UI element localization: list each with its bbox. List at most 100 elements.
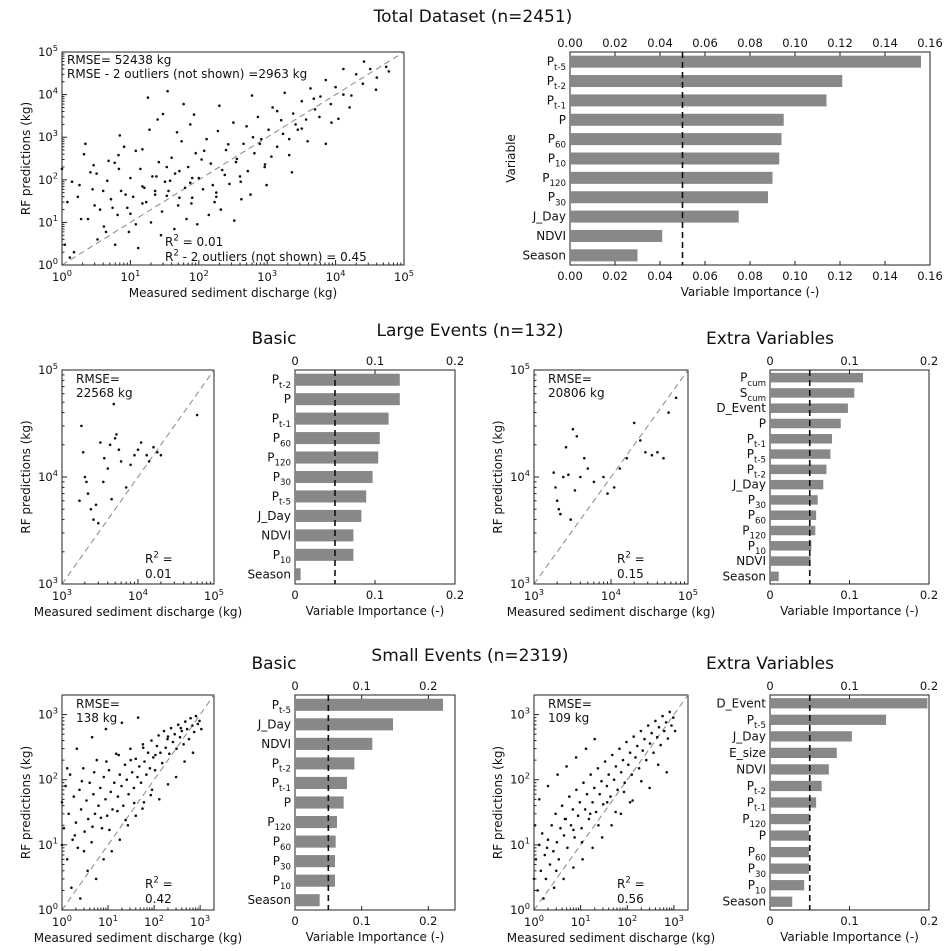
data-point [145, 453, 148, 457]
data-point [88, 781, 91, 784]
data-point [189, 716, 192, 720]
bar-category-label: P [559, 113, 566, 127]
data-point [79, 808, 83, 811]
data-point [625, 740, 628, 744]
y-axis-label: RF predictions (kg) [19, 420, 33, 533]
data-point [91, 188, 94, 191]
data-point [588, 812, 592, 816]
data-point [224, 148, 228, 152]
data-point [180, 140, 183, 143]
data-point [183, 186, 187, 190]
importance-bar [295, 698, 443, 711]
data-point [554, 486, 557, 489]
data-point [122, 804, 125, 807]
bar-category-label: Pt-2 [747, 462, 766, 480]
data-point [116, 795, 120, 798]
data-point [207, 213, 211, 217]
data-point [234, 160, 238, 164]
data-point [220, 168, 224, 172]
data-point [93, 812, 97, 816]
x-tick-label: 0.1 [840, 914, 858, 928]
data-point [115, 433, 118, 436]
data-point [71, 838, 74, 841]
data-point [232, 121, 235, 124]
rmse-annotation: RMSE= [76, 697, 120, 711]
data-point [82, 849, 86, 853]
data-point [600, 779, 603, 783]
bar-category-label: Season [522, 248, 566, 262]
r2-annotation: 0.15 [617, 567, 644, 581]
bar-category-label: P120 [267, 451, 291, 469]
importance-bar [295, 509, 362, 522]
importance-bar [770, 714, 887, 725]
data-point [113, 781, 116, 784]
data-point [184, 720, 187, 723]
x-tick-label: 101 [571, 913, 591, 929]
data-point [662, 456, 665, 460]
data-point [166, 783, 170, 786]
data-point [129, 176, 132, 180]
data-point [136, 246, 140, 250]
r2-annotation: R2 = 0.01 [165, 234, 223, 249]
data-point [110, 849, 113, 853]
bar-category-label: Season [247, 893, 291, 907]
data-point [639, 439, 642, 442]
data-point [111, 206, 114, 210]
data-point [216, 129, 220, 133]
data-point [630, 773, 634, 776]
data-point [631, 799, 634, 802]
x-tick-label: 102 [617, 913, 637, 929]
bar-category-label: E_size [729, 746, 766, 760]
x-tick-label: 103 [257, 268, 277, 284]
bar-category-label: P120 [267, 815, 291, 833]
x-tick-label-top: 0.12 [827, 36, 853, 50]
data-point [622, 790, 626, 794]
importance-bar [770, 525, 816, 536]
x-tick-label: 105 [204, 587, 224, 603]
importance-bar [295, 373, 400, 386]
importance-bar [570, 210, 739, 223]
data-point [163, 180, 167, 183]
data-point [67, 812, 70, 816]
data-point [60, 801, 64, 804]
x-tick-label-top: 0.1 [840, 354, 858, 368]
data-point [116, 809, 119, 813]
data-point [120, 721, 124, 724]
data-point [147, 460, 151, 463]
data-point [167, 189, 170, 193]
data-point [151, 175, 154, 178]
data-point [258, 142, 262, 146]
one-to-one-line [61, 369, 215, 585]
data-point [146, 751, 150, 754]
x-tick-label-top: 0.00 [557, 36, 583, 50]
data-point [157, 734, 160, 737]
data-point [120, 784, 123, 788]
importance-bar [770, 863, 809, 874]
importance-bar [770, 372, 864, 383]
r2-annotation: R2 = [617, 551, 645, 566]
data-point [283, 91, 287, 95]
data-point [249, 193, 252, 196]
data-point [68, 256, 72, 259]
data-point [116, 213, 119, 217]
data-point [585, 792, 589, 796]
data-point [90, 840, 93, 844]
data-point [173, 732, 176, 736]
data-point [113, 161, 116, 165]
data-point [141, 148, 144, 151]
data-point [235, 157, 239, 161]
importance-bar [295, 432, 380, 445]
data-point [603, 760, 607, 763]
importance-bar [570, 152, 780, 165]
data-point [567, 473, 570, 477]
bar-category-label: Pt-5 [272, 489, 291, 507]
data-point [656, 451, 659, 454]
data-point [661, 714, 664, 718]
data-point [92, 163, 95, 167]
bar-category-label: P10 [273, 874, 291, 892]
data-point [583, 808, 587, 811]
data-point [97, 521, 100, 525]
